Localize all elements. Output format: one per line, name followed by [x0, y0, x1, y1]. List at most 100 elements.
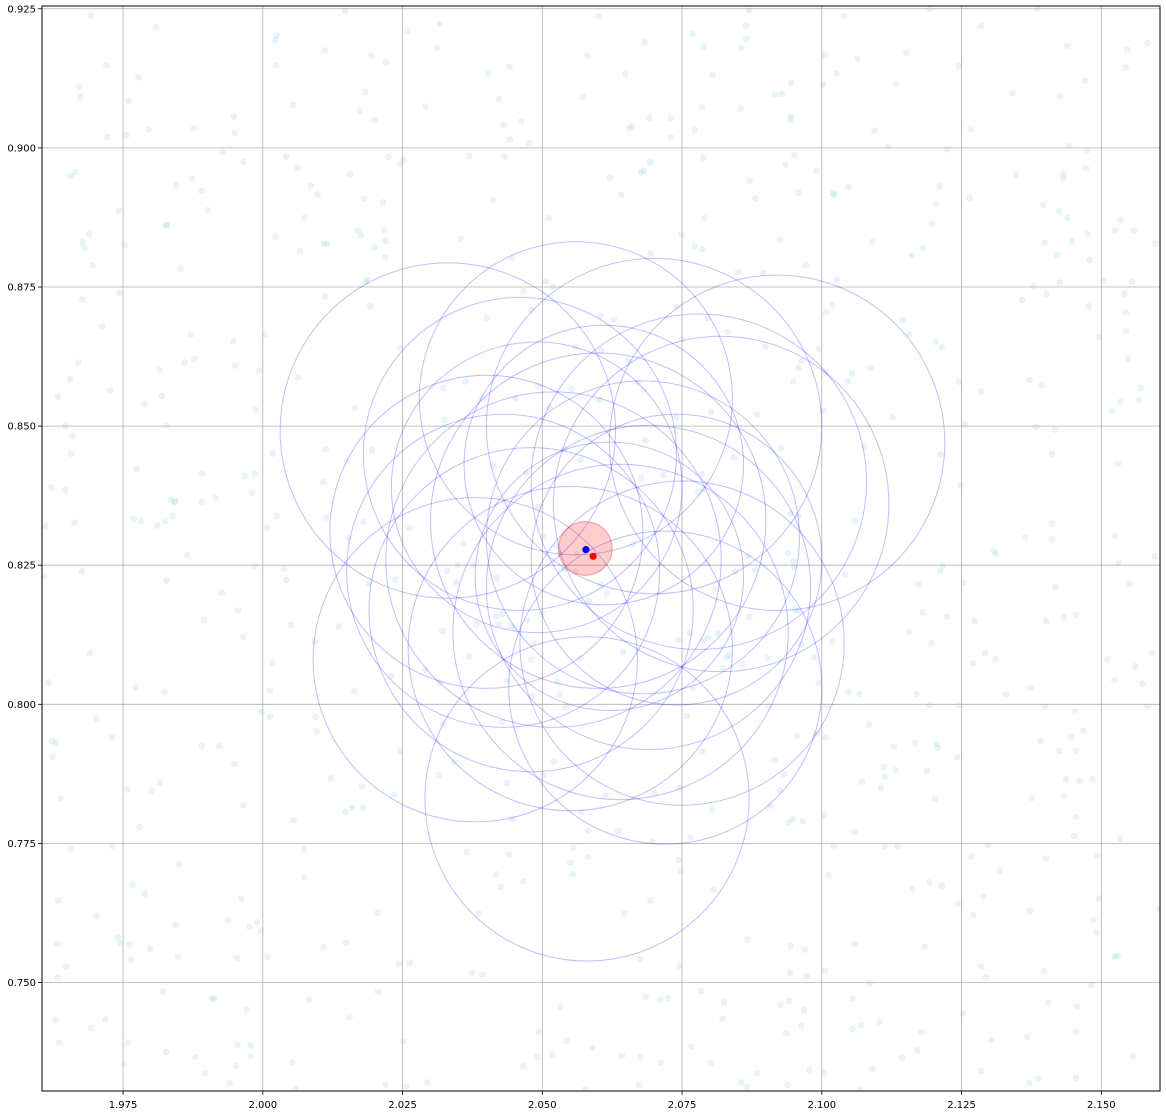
- background-point: [742, 22, 750, 30]
- background-point: [98, 323, 106, 330]
- background-point: [67, 845, 75, 852]
- background-point: [527, 656, 535, 663]
- background-point: [253, 919, 261, 926]
- background-point: [1122, 64, 1129, 71]
- background-point: [93, 912, 100, 920]
- background-point: [610, 316, 618, 323]
- background-point: [691, 126, 699, 134]
- background-point: [899, 316, 907, 324]
- background-point: [54, 974, 62, 981]
- background-point: [78, 296, 86, 303]
- background-point: [968, 853, 975, 860]
- background-point: [465, 152, 473, 160]
- background-point: [351, 404, 358, 412]
- background-point: [562, 703, 569, 711]
- background-point: [89, 261, 96, 269]
- background-point: [204, 206, 212, 214]
- background-point: [805, 1066, 813, 1073]
- background-point: [724, 328, 731, 336]
- plot-area-background: [42, 6, 1160, 1091]
- background-point: [767, 802, 774, 809]
- background-point: [746, 177, 753, 184]
- background-point: [251, 562, 258, 570]
- background-point: [483, 314, 490, 322]
- background-point: [255, 367, 263, 374]
- neighbor-circle: [407, 486, 733, 812]
- background-point: [978, 388, 985, 395]
- background-point: [786, 116, 794, 123]
- background-point: [169, 512, 176, 520]
- background-point: [495, 620, 503, 628]
- background-point: [258, 708, 265, 716]
- background-point: [121, 242, 128, 249]
- background-point: [264, 524, 271, 531]
- background-point: [711, 585, 719, 593]
- background-point: [981, 649, 989, 657]
- background-point: [152, 23, 160, 31]
- key-points-layer: [582, 546, 597, 560]
- background-point: [990, 548, 998, 555]
- background-point: [737, 105, 745, 112]
- background-point: [379, 199, 387, 206]
- background-point: [824, 703, 831, 710]
- neighbor-circle: [530, 313, 868, 650]
- background-point: [1130, 227, 1138, 235]
- background-point: [218, 589, 226, 596]
- background-point: [640, 387, 647, 394]
- background-point: [889, 413, 897, 421]
- background-point: [54, 393, 62, 401]
- background-point: [660, 471, 667, 479]
- background-point: [581, 1085, 589, 1091]
- background-point: [501, 153, 508, 160]
- background-point: [707, 1059, 715, 1067]
- background-point: [288, 1059, 296, 1066]
- background-point: [247, 1042, 255, 1049]
- background-point: [926, 701, 934, 709]
- grid-layer: [42, 6, 1160, 1091]
- background-point: [780, 771, 788, 778]
- background-point: [314, 191, 321, 198]
- background-point: [1115, 559, 1122, 567]
- background-point: [1048, 520, 1056, 527]
- background-point: [382, 1081, 389, 1089]
- background-point: [381, 254, 389, 261]
- background-point: [243, 1006, 251, 1013]
- background-point: [688, 1043, 695, 1051]
- background-point: [606, 174, 614, 182]
- background-point: [790, 378, 797, 385]
- background-point: [570, 844, 577, 852]
- background-point: [141, 890, 149, 898]
- background-point: [1090, 916, 1098, 924]
- background-point: [511, 624, 519, 632]
- background-point: [777, 1001, 784, 1009]
- background-point: [553, 542, 560, 550]
- background-point: [932, 338, 939, 346]
- background-point: [361, 88, 369, 96]
- background-point: [162, 1048, 170, 1056]
- background-point: [140, 400, 148, 408]
- background-point: [391, 576, 399, 583]
- background-point: [969, 659, 977, 667]
- neighbor-circle: [552, 335, 890, 673]
- neighbor-circle: [346, 413, 661, 728]
- background-point: [803, 972, 810, 980]
- background-point: [867, 364, 874, 372]
- background-point: [560, 565, 568, 573]
- background-point: [156, 366, 163, 374]
- background-point: [957, 481, 965, 489]
- background-point: [815, 346, 823, 353]
- y-tick-label: 0.825: [7, 561, 36, 572]
- background-point: [1111, 532, 1119, 540]
- background-point: [433, 44, 441, 52]
- background-point: [822, 369, 829, 376]
- background-point: [854, 55, 861, 63]
- background-point: [406, 959, 414, 966]
- background-point: [851, 940, 859, 948]
- background-point: [651, 789, 659, 797]
- background-point: [358, 783, 366, 790]
- background-point: [751, 195, 759, 202]
- background-point: [677, 867, 685, 875]
- background-point: [81, 243, 88, 251]
- background-point: [1071, 707, 1079, 715]
- background-point: [556, 691, 563, 698]
